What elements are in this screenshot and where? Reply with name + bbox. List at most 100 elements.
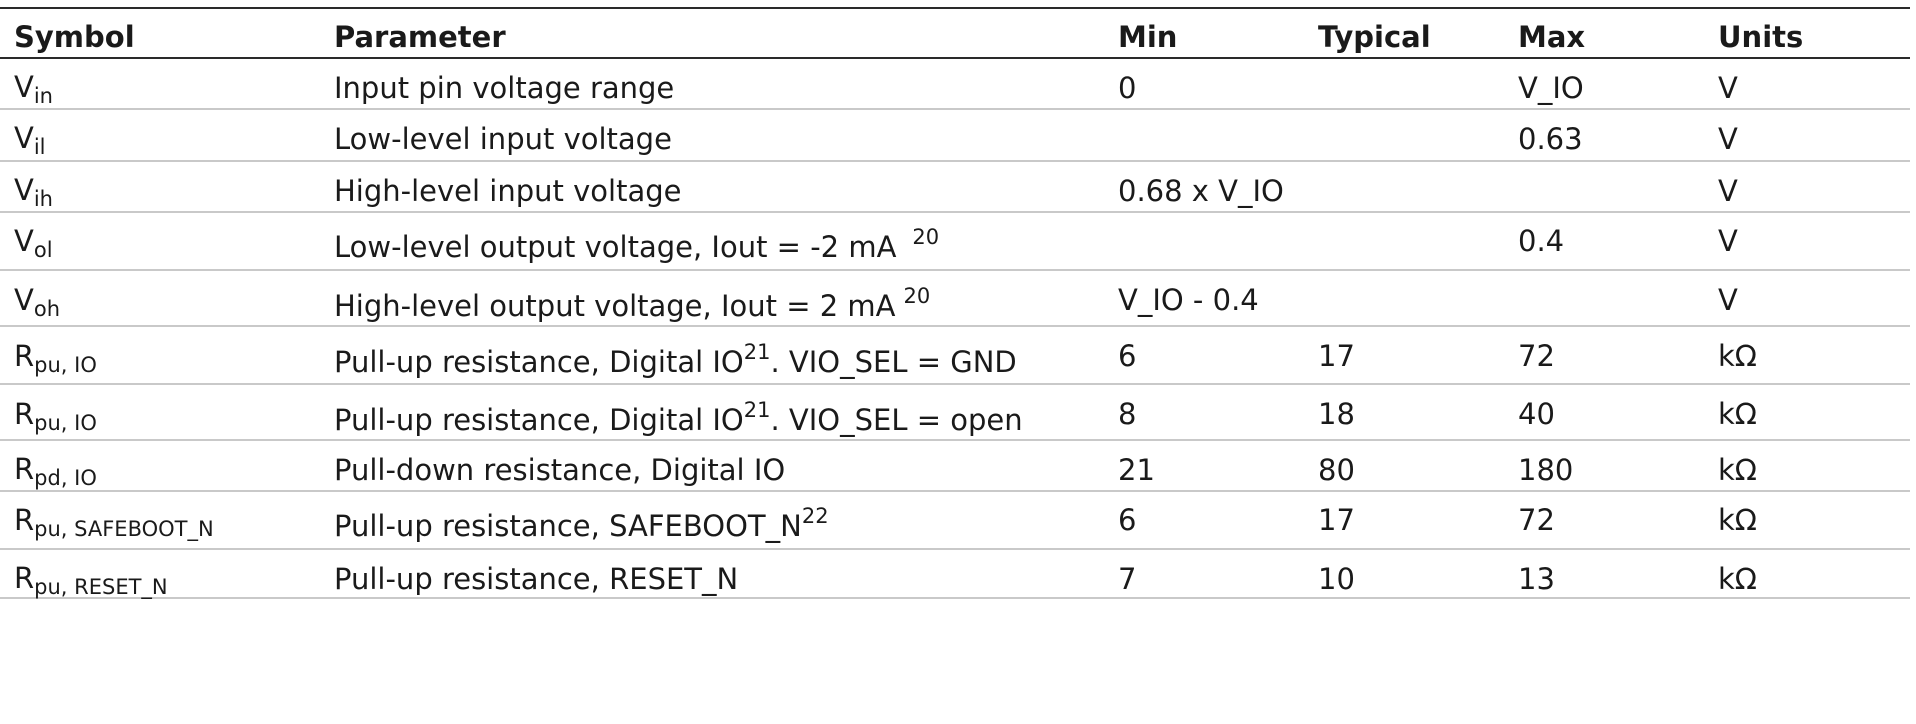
header-max: Max [1518, 23, 1585, 52]
symbol-main: V [14, 121, 34, 155]
typical-cell: 10 [1318, 565, 1355, 594]
symbol-main: V [14, 224, 34, 258]
symbol-cell: Rpu, SAFEBOOT_N [14, 506, 214, 535]
parameter-cell: Pull-up resistance, Digital IO21. VIO_SE… [334, 406, 1023, 435]
parameter-cell: Pull-up resistance, SAFEBOOT_N22 [334, 512, 829, 541]
table-body: Vin Input pin voltage range 0 V_IO V Vil Low-l… [0, 59, 1910, 599]
header-typical: Typical [1318, 23, 1431, 52]
parameter-cell: Pull-up resistance, RESET_N [334, 565, 738, 594]
table-row: Vin Input pin voltage range 0 V_IO V [0, 59, 1910, 110]
symbol-main: R [14, 339, 34, 373]
max-cell: 13 [1518, 565, 1555, 594]
min-cell: 21 [1118, 456, 1155, 485]
symbol-cell: Voh [14, 286, 60, 315]
symbol-cell: Rpu, IO [14, 342, 97, 371]
symbol-subscript: il [34, 135, 46, 159]
max-cell: 0.63 [1518, 125, 1583, 154]
table-row: Rpu, IO Pull-up resistance, Digital IO21.… [0, 327, 1910, 385]
table-row: Rpd, IO Pull-down resistance, Digital IO 2… [0, 441, 1910, 492]
symbol-cell: Rpu, IO [14, 400, 97, 429]
units-cell: V [1718, 227, 1738, 256]
table-row: Vil Low-level input voltage 0.63 V [0, 110, 1910, 162]
typical-cell: 17 [1318, 506, 1355, 535]
parameter-text: Pull-up resistance, RESET_N [334, 562, 738, 596]
typical-cell: 17 [1318, 342, 1355, 371]
min-cell: 0.68 x V_IO [1118, 177, 1284, 206]
parameter-cell: High-level input voltage [334, 177, 681, 206]
min-cell: 0 [1118, 74, 1136, 103]
min-cell: 6 [1118, 506, 1136, 535]
units-cell: kΩ [1718, 456, 1757, 485]
parameter-cell: Input pin voltage range [334, 74, 674, 103]
table-row: Vol Low-level output voltage, Iout = -2 m… [0, 213, 1910, 271]
symbol-subscript: in [34, 84, 53, 108]
symbol-cell: Vin [14, 73, 53, 102]
header-min: Min [1118, 23, 1177, 52]
table-row: Rpu, IO Pull-up resistance, Digital IO21.… [0, 385, 1910, 441]
table-header-row: Symbol Parameter Min Typical Max Units [0, 7, 1910, 59]
symbol-cell: Vil [14, 124, 46, 153]
units-cell: V [1718, 286, 1738, 315]
max-cell: 72 [1518, 506, 1555, 535]
parameter-suffix: . VIO_SEL = GND [770, 345, 1016, 379]
header-symbol: Symbol [14, 23, 135, 52]
min-cell: 7 [1118, 565, 1136, 594]
min-cell: V_IO - 0.4 [1118, 286, 1259, 315]
min-cell: 6 [1118, 342, 1136, 371]
table-row: Rpu, SAFEBOOT_N Pull-up resistance, SAFEB… [0, 492, 1910, 550]
parameter-text: High-level input voltage [334, 174, 681, 208]
header-parameter: Parameter [334, 23, 506, 52]
parameter-text: Pull-up resistance, Digital IO [334, 403, 744, 437]
symbol-main: R [14, 397, 34, 431]
symbol-subscript: pu, RESET_N [34, 575, 168, 599]
symbol-main: V [14, 283, 34, 317]
parameter-text: Pull-down resistance, Digital IO [334, 453, 785, 487]
units-cell: V [1718, 125, 1738, 154]
parameter-cell: Low-level output voltage, Iout = -2 mA 20 [334, 233, 939, 262]
symbol-main: V [14, 70, 34, 104]
units-cell: V [1718, 177, 1738, 206]
footnote-ref: 20 [904, 284, 931, 308]
parameter-cell: High-level output voltage, Iout = 2 mA 20 [334, 292, 930, 321]
symbol-main: R [14, 503, 34, 537]
footnote-ref: 20 [912, 225, 939, 249]
footnote-ref: 21 [744, 340, 771, 364]
units-cell: kΩ [1718, 400, 1757, 429]
parameter-cell: Low-level input voltage [334, 125, 672, 154]
symbol-cell: Vih [14, 176, 53, 205]
symbol-subscript: pd, IO [34, 466, 97, 490]
max-cell: 180 [1518, 456, 1573, 485]
parameter-cell: Pull-down resistance, Digital IO [334, 456, 785, 485]
symbol-main: V [14, 173, 34, 207]
parameter-text: Pull-up resistance, Digital IO [334, 345, 744, 379]
max-cell: 0.4 [1518, 227, 1564, 256]
parameter-text: Pull-up resistance, SAFEBOOT_N [334, 509, 802, 543]
symbol-cell: Rpd, IO [14, 455, 97, 484]
units-cell: kΩ [1718, 342, 1757, 371]
parameter-suffix: . VIO_SEL = open [770, 403, 1022, 437]
symbol-subscript: ih [34, 187, 53, 211]
parameter-text: Input pin voltage range [334, 71, 674, 105]
parameter-text: Low-level output voltage, Iout = -2 mA [334, 230, 896, 264]
parameter-text: High-level output voltage, Iout = 2 mA [334, 289, 896, 323]
symbol-main: R [14, 452, 34, 486]
header-units: Units [1718, 23, 1803, 52]
symbol-main: R [14, 561, 34, 595]
max-cell: V_IO [1518, 74, 1584, 103]
table-row: Voh High-level output voltage, Iout = 2 m… [0, 271, 1910, 327]
min-cell: 8 [1118, 400, 1136, 429]
symbol-subscript: oh [34, 297, 60, 321]
table-row: Rpu, RESET_N Pull-up resistance, RESET_N 7… [0, 550, 1910, 599]
symbol-subscript: ol [34, 238, 53, 262]
symbol-subscript: pu, SAFEBOOT_N [34, 517, 214, 541]
parameter-cell: Pull-up resistance, Digital IO21. VIO_SE… [334, 348, 1017, 377]
symbol-subscript: pu, IO [34, 353, 97, 377]
typical-cell: 18 [1318, 400, 1355, 429]
footnote-ref: 21 [744, 398, 771, 422]
units-cell: V [1718, 74, 1738, 103]
footnote-ref: 22 [802, 504, 829, 528]
units-cell: kΩ [1718, 506, 1757, 535]
table-row: Vih High-level input voltage 0.68 x V_IO V [0, 162, 1910, 213]
symbol-cell: Rpu, RESET_N [14, 564, 168, 593]
max-cell: 40 [1518, 400, 1555, 429]
